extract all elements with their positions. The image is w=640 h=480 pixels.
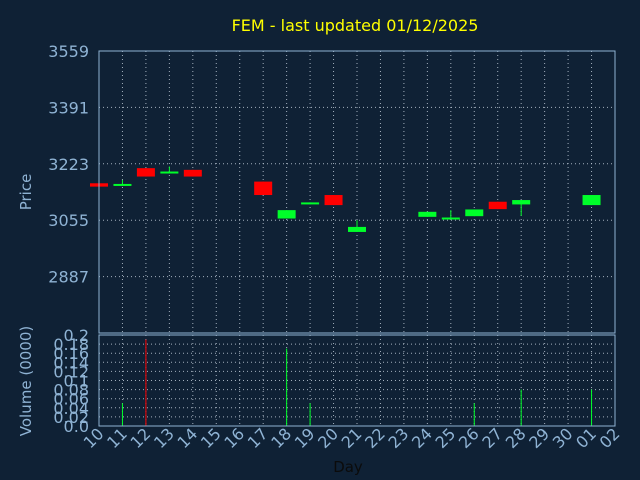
candle-body <box>183 169 202 177</box>
candle-body <box>113 183 132 186</box>
volume-tick-label: 0.1 <box>64 372 89 391</box>
candle-20 <box>324 195 343 206</box>
volume-bar-01 <box>591 389 593 426</box>
volume-tick-label: 0.08 <box>53 381 89 400</box>
candle-body <box>301 202 320 205</box>
price-tick-label: 3559 <box>48 42 89 61</box>
volume-bar-18 <box>286 348 288 426</box>
volume-axis-ticks: 0.20.180.160.140.120.10.080.060.040.020.… <box>53 326 89 436</box>
candle-body <box>465 209 484 217</box>
volume-tick-label: 0.06 <box>53 390 89 409</box>
candle-body <box>512 200 531 205</box>
price-tick-label: 3055 <box>48 211 89 230</box>
volume-tick-label: 0.12 <box>53 362 89 381</box>
volume-tick-label: 0.0 <box>64 417 89 436</box>
price-tick-label: 3223 <box>48 155 89 174</box>
candle-28 <box>512 200 531 216</box>
candle-body <box>160 171 179 174</box>
chart-title: FEM - last updated 01/12/2025 <box>232 16 479 35</box>
candle-25 <box>441 210 460 220</box>
volume-axis-label: Volume (0000) <box>17 326 35 436</box>
candle-body <box>277 210 296 219</box>
day-axis-ticks: 1011121314151617181920212223242526272829… <box>80 424 624 452</box>
volume-tick-label: 0.02 <box>53 408 89 427</box>
candlesticks <box>90 166 601 232</box>
price-axis-label: Price <box>17 174 35 211</box>
volume-bars <box>121 339 593 426</box>
candle-body <box>441 217 460 220</box>
candle-27 <box>488 201 507 210</box>
candle-13 <box>160 166 179 174</box>
volume-tick-label: 0.16 <box>53 344 89 363</box>
volume-tick-label: 0.14 <box>53 353 89 372</box>
price-tick-label: 3391 <box>48 98 89 117</box>
candle-body <box>136 168 155 177</box>
candle-01 <box>582 195 601 206</box>
volume-bar-12 <box>145 339 147 426</box>
candle-body <box>418 211 437 217</box>
candle-12 <box>136 168 155 177</box>
candle-body <box>254 181 273 196</box>
candle-body <box>488 201 507 210</box>
volume-tick-label: 0.2 <box>64 326 89 345</box>
volume-plot-frame <box>98 334 616 427</box>
volume-bar-28 <box>520 389 522 426</box>
candle-21 <box>348 220 366 232</box>
volume-grid <box>98 334 616 427</box>
volume-bar-26 <box>473 403 475 426</box>
candle-body <box>324 195 343 206</box>
candle-17 <box>254 181 273 196</box>
candle-24 <box>418 211 437 217</box>
volume-bar-19 <box>309 403 311 426</box>
price-plot-frame <box>98 50 616 334</box>
day-axis-label: Day <box>333 458 363 476</box>
volume-bar-11 <box>121 403 123 426</box>
candle-14 <box>183 169 202 177</box>
volume-tick-label: 0.04 <box>53 399 89 418</box>
price-tick-label: 2887 <box>48 268 89 287</box>
price-grid <box>98 50 616 333</box>
candle-18 <box>277 210 296 219</box>
candle-body <box>582 195 601 206</box>
volume-tick-label: 0.18 <box>53 335 89 354</box>
candle-11 <box>113 179 132 186</box>
candle-body <box>348 226 366 232</box>
day-tick-label: 02 <box>596 424 624 452</box>
candle-19 <box>301 202 320 205</box>
candle-26 <box>465 209 484 217</box>
price-axis-ticks: 3559 3391 3223 3055 2887 <box>48 42 89 287</box>
